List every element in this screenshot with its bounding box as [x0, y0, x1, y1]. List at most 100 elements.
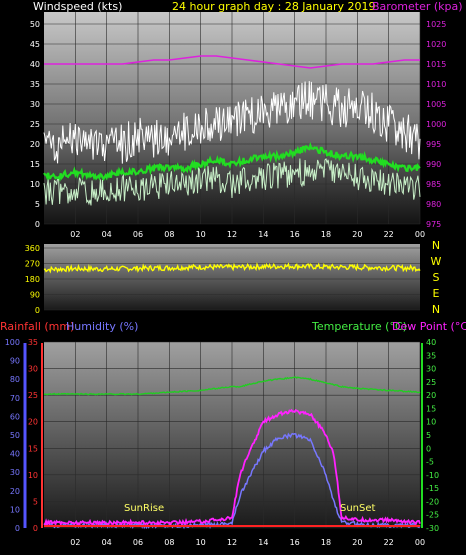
temperature-y-tick: 5: [426, 431, 431, 440]
compass-letter: W: [431, 255, 442, 268]
temp-x-tick: 08: [164, 538, 174, 547]
rainfall-y-tick: 5: [33, 497, 38, 506]
barometer-y-tick: 990: [426, 160, 441, 169]
temp-grid: [44, 341, 421, 529]
wind-x-tick: 06: [133, 230, 143, 239]
direction-y-tick: 180: [25, 275, 40, 284]
rainfall-y-tick: 15: [28, 444, 38, 453]
barometer-y-tick: 975: [426, 220, 441, 229]
barometer-y-tick: 1005: [426, 100, 446, 109]
wind-y-tick: 25: [30, 120, 40, 129]
barometer-y-tick: 1015: [426, 60, 446, 69]
barometer-y-tick: 1010: [426, 80, 446, 89]
humidity-y-tick: 90: [10, 357, 20, 366]
temp-x-tick: 06: [133, 538, 143, 547]
compass-letter: N: [432, 239, 440, 252]
temperature-y-tick: 30: [426, 365, 436, 374]
compass-letter: S: [433, 271, 440, 284]
temperature-y-tick: 10: [426, 418, 436, 427]
wind-y-tick: 40: [30, 60, 40, 69]
temp-x-tick: 02: [70, 538, 80, 547]
temp-x-tick: 00: [415, 538, 425, 547]
wind-y-tick: 30: [30, 100, 40, 109]
rainfall-y-tick: 30: [28, 365, 38, 374]
rainfall-y-ticks: 0 5 10 15 20 25 30 35: [28, 338, 38, 533]
humidity-y-tick: 30: [10, 468, 20, 477]
wind-x-tick: 22: [384, 230, 394, 239]
humidity-y-tick: 70: [10, 394, 20, 403]
humidity-label: Humidity (%): [66, 320, 138, 333]
temperature-y-tick: -5: [426, 458, 434, 467]
wind-y-ticks: 0 5 10 15 20 25 30 35 40 45 50: [30, 20, 40, 229]
temp-x-tick: 18: [321, 538, 331, 547]
humidity-y-tick: 40: [10, 450, 20, 459]
sunrise-label: SunRise: [124, 503, 164, 514]
rainfall-y-tick: 25: [28, 391, 38, 400]
direction-y-tick: 360: [25, 244, 40, 253]
humidity-y-ticks: 0 10 20 30 40 50 60 70 80 90 100: [5, 338, 20, 533]
wind-x-tick: 12: [227, 230, 237, 239]
temp-x-tick: 12: [227, 538, 237, 547]
wind-x-tick: 08: [164, 230, 174, 239]
wind-x-tick: 00: [415, 230, 425, 239]
temperature-y-tick: -20: [426, 497, 439, 506]
rainfall-y-tick: 20: [28, 418, 38, 427]
temperature-y-tick: 0: [426, 444, 431, 453]
barometer-y-tick: 1025: [426, 20, 446, 29]
wind-y-tick: 35: [30, 80, 40, 89]
wind-direction-line: [43, 262, 421, 274]
wind-y-tick: 5: [35, 200, 40, 209]
dew-point-label: Dew Point (°C): [392, 320, 466, 333]
wind-average-line: [43, 141, 421, 182]
wind-x-tick: 18: [321, 230, 331, 239]
wind-y-tick: 50: [30, 20, 40, 29]
temp-x-tick: 10: [196, 538, 206, 547]
wind-gust-line: [43, 81, 421, 164]
barometer-line: [44, 55, 420, 69]
humidity-y-tick: 60: [10, 412, 20, 421]
humidity-line: [43, 376, 421, 396]
temperature-y-tick: 15: [426, 404, 436, 413]
humidity-y-tick: 10: [10, 505, 20, 514]
rainfall-y-tick: 10: [28, 471, 38, 480]
wind-x-ticks: 02 04 06 08 10 12 14 16 18 20 22 00: [70, 230, 425, 239]
barometer-y-tick: 995: [426, 140, 441, 149]
wind-x-tick: 20: [352, 230, 362, 239]
temperature-line: [43, 408, 421, 527]
rainfall-y-tick: 35: [28, 338, 38, 347]
direction-series: [43, 262, 421, 274]
wind-lull-line: [43, 157, 421, 206]
wind-x-tick: 02: [70, 230, 80, 239]
wind-y-tick: 20: [30, 140, 40, 149]
wind-x-tick: 16: [290, 230, 300, 239]
barometer-y-tick: 985: [426, 180, 441, 189]
direction-y-tick: 90: [30, 291, 40, 300]
temperature-y-tick: -30: [426, 524, 439, 533]
compass-letter: E: [433, 287, 440, 300]
temperature-label: Temperature (°C): [311, 320, 407, 333]
compass-letter: N: [432, 303, 440, 316]
temperature-y-tick: 25: [426, 378, 436, 387]
temperature-y-tick: -10: [426, 471, 439, 480]
barometer-y-tick: 980: [426, 200, 441, 209]
humidity-y-tick: 20: [10, 487, 20, 496]
rainfall-label: Rainfall (mm): [0, 320, 74, 333]
direction-y-tick: 270: [25, 260, 40, 269]
wind-x-tick: 04: [102, 230, 112, 239]
temperature-y-ticks: -30 -25 -20 -15 -10 -5 0 5 10 15 20 25 30 35 40: [426, 338, 439, 533]
wind-x-tick: 14: [258, 230, 268, 239]
barometer-label: Barometer (kpa): [372, 0, 463, 13]
direction-grid: [44, 247, 420, 311]
wind-y-tick: 45: [30, 40, 40, 49]
temp-x-ticks: 02 04 06 08 10 12 14 16 18 20 22 00: [70, 538, 425, 547]
temp-x-tick: 14: [258, 538, 268, 547]
temp-x-tick: 04: [102, 538, 112, 547]
humidity-y-tick: 50: [10, 431, 20, 440]
wind-y-tick: 15: [30, 160, 40, 169]
humidity-y-tick: 0: [15, 524, 20, 533]
temp-series: [43, 376, 421, 530]
